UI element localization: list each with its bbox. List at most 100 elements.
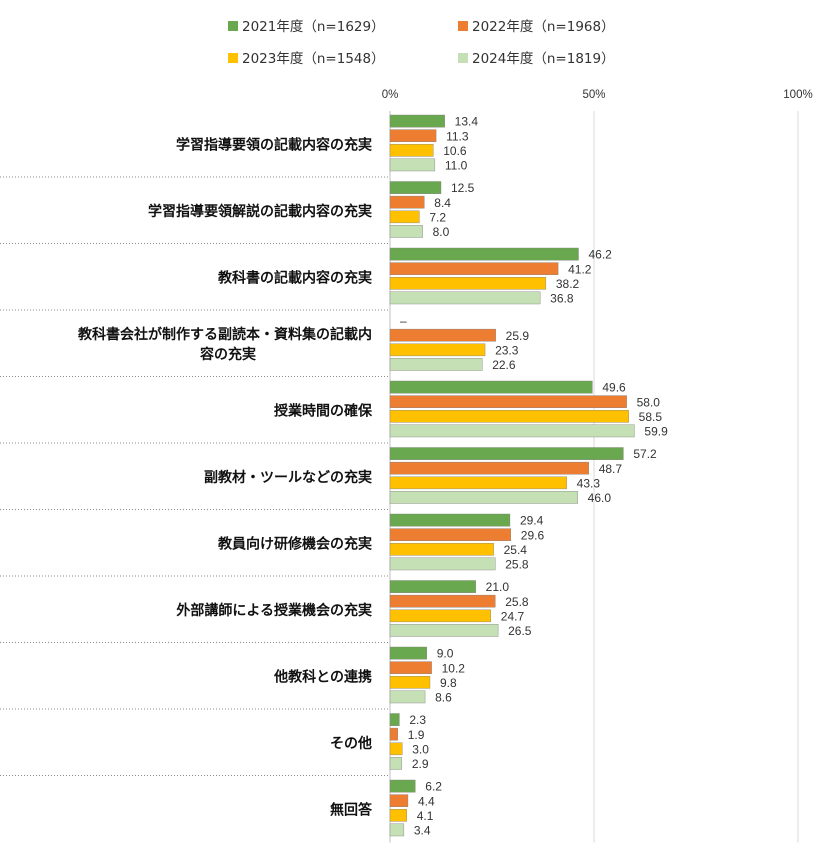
- data-label: 46.2: [588, 248, 612, 262]
- bar: [389, 262, 559, 276]
- bar: [389, 528, 511, 541]
- category-label: 副教材・ツールなどの充実: [204, 469, 372, 486]
- data-label: 3.4: [414, 824, 431, 838]
- bar: [389, 513, 511, 527]
- x-tick-label: 50%: [582, 89, 605, 101]
- bar: [389, 247, 579, 261]
- data-label: 38.2: [556, 277, 580, 291]
- data-label: 46.0: [588, 491, 612, 505]
- data-label: 59.9: [644, 425, 668, 439]
- data-label: 11.3: [446, 129, 469, 143]
- x-tick-label: 100%: [783, 89, 812, 101]
- legend-label: 2023年度（n=1548）: [242, 51, 385, 67]
- data-label: 23.3: [495, 343, 519, 357]
- category-label: 教員向け研修機会の充実: [218, 535, 372, 552]
- bar: [389, 713, 400, 726]
- data-label: 7.2: [429, 210, 446, 224]
- data-label: 8.4: [434, 196, 451, 210]
- data-label: 22.6: [492, 358, 516, 372]
- data-label: 58.0: [637, 395, 661, 409]
- data-label: 8.0: [433, 225, 450, 239]
- data-label: 43.3: [577, 476, 601, 490]
- legend-label: 2022年度（n=1968）: [472, 19, 615, 35]
- legend-label: 2024年度（n=1819）: [472, 51, 615, 67]
- bar: [389, 661, 432, 674]
- bar: [389, 580, 476, 593]
- bar: [389, 609, 491, 623]
- legend-swatch: [228, 53, 238, 63]
- data-label: 58.5: [639, 410, 663, 424]
- bar: [389, 543, 494, 556]
- data-label: 6.2: [425, 780, 442, 794]
- category-label: その他: [330, 735, 372, 752]
- data-label: 41.2: [568, 262, 592, 276]
- data-label: 25.8: [505, 595, 529, 609]
- category-label: 学習指導要領解説の記載内容の充実: [148, 203, 372, 220]
- bar: [389, 158, 436, 172]
- category-label: 教科書の記載内容の充実: [218, 269, 372, 286]
- bar: [389, 690, 426, 704]
- bar: [389, 757, 403, 770]
- legend-swatch: [458, 21, 468, 31]
- bar: [389, 395, 627, 409]
- data-label: 1.9: [408, 728, 425, 742]
- data-label: 10.6: [443, 144, 467, 158]
- data-label: 4.1: [417, 809, 434, 823]
- bar: [389, 380, 593, 394]
- bar: [389, 210, 420, 224]
- bar: [389, 624, 499, 637]
- category-label: 外部講師による授業機会の充実: [176, 602, 372, 619]
- data-label: 26.5: [508, 624, 532, 638]
- legend-label: 2021年度（n=1629）: [242, 19, 385, 35]
- bar: [389, 424, 635, 438]
- legend-swatch: [458, 53, 468, 63]
- category-label: 授業時間の確保: [274, 402, 373, 419]
- data-label: 11.0: [445, 159, 468, 173]
- category-label: 教科書会社が制作する副読本・資料集の記載内: [78, 326, 372, 343]
- data-label: 9.8: [440, 676, 457, 690]
- bar: [389, 742, 403, 756]
- bar: [389, 646, 427, 660]
- data-label: 10.2: [442, 661, 466, 675]
- bar: [389, 195, 425, 209]
- bar: [389, 676, 431, 689]
- bar: [389, 476, 567, 490]
- data-label: 24.7: [501, 609, 525, 623]
- data-label: 29.6: [521, 528, 545, 542]
- data-label: 25.4: [504, 543, 528, 557]
- bar: [389, 143, 434, 157]
- bar: [389, 181, 442, 194]
- bar: [389, 491, 578, 504]
- category-label: 他教科との連携: [273, 668, 372, 685]
- data-label: 2.9: [412, 757, 429, 771]
- category-label: 無回答: [330, 801, 373, 818]
- data-label: 49.6: [602, 381, 626, 395]
- data-label: 12.5: [451, 181, 475, 195]
- data-label: 25.8: [505, 558, 529, 572]
- data-label: 9.0: [437, 647, 454, 661]
- data-label: 4.4: [418, 794, 435, 808]
- bar: [389, 779, 416, 793]
- bar: [389, 358, 483, 371]
- bar: [389, 727, 398, 741]
- bar: [389, 823, 405, 837]
- data-label: 13.4: [455, 115, 479, 129]
- x-tick-label: 0%: [382, 89, 399, 101]
- bar: [389, 343, 486, 357]
- bar: [389, 461, 589, 475]
- bar: [389, 114, 445, 128]
- bar: [389, 447, 624, 460]
- data-label: 21.0: [486, 580, 510, 594]
- data-label: 25.9: [506, 329, 530, 343]
- category-label: 容の充実: [199, 346, 256, 363]
- bar: [389, 557, 496, 571]
- bar: [389, 277, 547, 290]
- data-label: 2.3: [409, 713, 426, 727]
- legend-swatch: [228, 21, 238, 31]
- data-label: 48.7: [599, 462, 623, 476]
- data-label: 29.4: [520, 514, 544, 528]
- bar: [389, 410, 629, 423]
- bar: [389, 328, 496, 342]
- bar: [389, 291, 541, 305]
